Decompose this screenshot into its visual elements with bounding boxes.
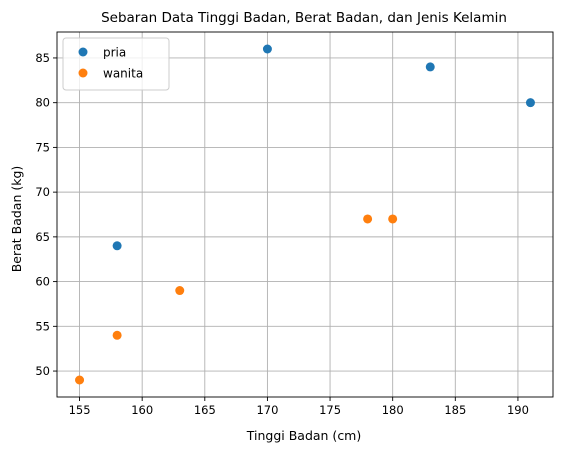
data-points	[75, 44, 535, 385]
x-tick-label: 170	[256, 403, 278, 417]
axis-ticks: 155 160 165 170 175 180 185 190 50 55 60 65 70 75 80 85	[35, 51, 529, 417]
x-tick-label: 175	[319, 403, 341, 417]
y-tick-label: 70	[35, 185, 50, 199]
point-pria-2	[425, 62, 435, 72]
x-tick-label: 180	[382, 403, 404, 417]
chart-title: Sebaran Data Tinggi Badan, Berat Badan, …	[101, 10, 507, 26]
point-pria-1	[262, 44, 272, 54]
point-pria-3	[525, 98, 535, 108]
point-wanita-4	[388, 214, 398, 224]
legend-marker-wanita	[78, 68, 88, 78]
point-wanita-0	[75, 375, 85, 385]
legend-box	[62, 37, 170, 91]
y-tick-label: 55	[35, 319, 50, 333]
y-tick-label: 85	[35, 51, 50, 65]
x-tick-label: 185	[444, 403, 466, 417]
legend: pria wanita	[62, 37, 170, 91]
y-tick-label: 75	[35, 140, 50, 154]
legend-label-wanita: wanita	[103, 67, 143, 81]
plot-frame	[56, 31, 554, 398]
x-tick-label: 155	[69, 403, 91, 417]
point-pria-0	[112, 241, 122, 251]
x-axis-label: Tinggi Badan (cm)	[246, 428, 362, 443]
legend-label-pria: pria	[103, 46, 126, 60]
x-tick-label: 160	[131, 403, 153, 417]
x-tick-label: 165	[194, 403, 216, 417]
legend-marker-pria	[78, 47, 88, 57]
y-axis-label: Berat Badan (kg)	[9, 166, 24, 273]
y-tick-label: 50	[35, 364, 50, 378]
x-tick-label: 190	[507, 403, 529, 417]
y-tick-label: 60	[35, 275, 50, 289]
y-tick-label: 80	[35, 96, 50, 110]
y-tick-label: 65	[35, 230, 50, 244]
point-wanita-1	[112, 330, 122, 340]
point-wanita-2	[175, 286, 185, 296]
point-wanita-3	[363, 214, 373, 224]
